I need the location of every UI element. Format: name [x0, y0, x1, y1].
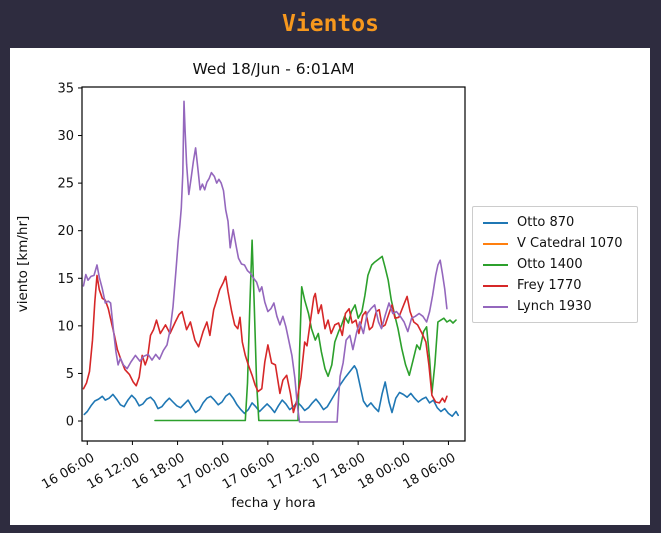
legend-item: V Catedral 1070 [483, 235, 627, 252]
x-axis-label: fecha y hora [231, 495, 316, 511]
header-bar: Vientos [0, 0, 661, 48]
y-tick-label: 35 [57, 81, 74, 96]
y-tick-label: 10 [57, 319, 74, 334]
y-tick-label: 0 [66, 415, 74, 430]
legend-line-swatch [483, 263, 508, 266]
legend-item: Otto 870 [483, 214, 627, 231]
y-tick-label: 20 [57, 224, 74, 239]
series-line-lynch-1930 [82, 100, 448, 423]
series-line-frey-1770 [82, 274, 448, 414]
chart-legend: Otto 870 V Catedral 1070 Otto 1400 Frey 177… [472, 206, 638, 323]
legend-line-swatch [483, 284, 508, 287]
legend-item: Frey 1770 [483, 277, 627, 294]
y-tick-label: 25 [57, 177, 74, 192]
figure-card: Wed 18/Jun - 6:01AM 0 5 10 15 20 25 30 35 16 06:… [10, 48, 650, 525]
legend-label: V Catedral 1070 [517, 236, 623, 251]
series-line-otto-1400 [154, 239, 457, 422]
legend-item: Otto 1400 [483, 256, 627, 273]
y-tick-label: 15 [57, 272, 74, 287]
chart-title: Wed 18/Jun - 6:01AM [192, 60, 355, 78]
legend-label: Lynch 1930 [517, 299, 592, 314]
series-line-otto-870 [83, 364, 460, 418]
y-axis-label: viento [km/hr] [15, 216, 31, 313]
legend-label: Otto 870 [517, 215, 575, 230]
legend-line-swatch [483, 242, 508, 245]
legend-label: Otto 1400 [517, 257, 583, 272]
legend-line-swatch [483, 305, 508, 308]
y-tick-label: 30 [57, 129, 74, 144]
legend-line-swatch [483, 221, 508, 224]
page-title: Vientos [282, 11, 379, 37]
y-tick-label: 5 [66, 367, 74, 382]
axes-frame [81, 86, 466, 442]
legend-label: Frey 1770 [517, 278, 582, 293]
legend-item: Lynch 1930 [483, 298, 627, 315]
